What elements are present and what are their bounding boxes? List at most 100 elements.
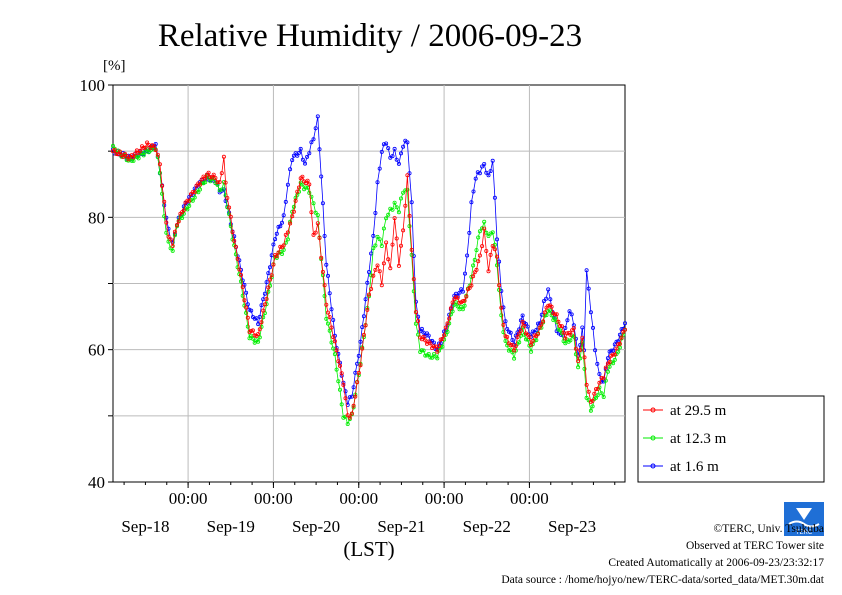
- data-point: [584, 382, 589, 387]
- data-point: [317, 235, 322, 240]
- data-point: [250, 336, 255, 341]
- data-point: [428, 355, 433, 360]
- data-point: [365, 307, 370, 312]
- data-point: [584, 268, 589, 273]
- data-point: [480, 164, 485, 169]
- data-point: [419, 348, 424, 353]
- legend-label: at 1.6 m: [670, 459, 719, 475]
- legend-swatch-marker: [650, 407, 656, 413]
- data-point: [411, 277, 416, 282]
- data-point: [256, 322, 261, 327]
- data-point: [324, 262, 329, 267]
- data-point: [529, 342, 534, 347]
- data-point: [250, 328, 255, 333]
- data-point: [492, 247, 497, 252]
- data-point: [563, 336, 568, 341]
- data-point: [462, 303, 467, 308]
- data-point: [539, 322, 544, 327]
- data-point: [401, 228, 406, 233]
- data-point: [141, 153, 146, 158]
- data-point: [281, 243, 286, 248]
- data-point: [313, 126, 318, 131]
- data-point: [573, 346, 578, 351]
- data-point: [623, 327, 628, 332]
- data-point: [586, 389, 591, 394]
- data-point: [515, 334, 520, 339]
- data-point: [345, 421, 350, 426]
- data-point: [126, 157, 131, 162]
- data-point: [319, 255, 324, 260]
- data-point: [565, 318, 570, 323]
- data-point: [168, 237, 173, 242]
- legend-swatch-marker: [650, 463, 656, 469]
- data-point: [386, 257, 391, 262]
- data-point: [445, 329, 450, 334]
- data-point: [244, 290, 249, 295]
- data-point: [228, 224, 233, 229]
- data-point: [381, 261, 386, 266]
- data-point: [536, 331, 541, 336]
- data-point: [293, 198, 298, 203]
- data-point: [290, 214, 295, 219]
- data-point: [307, 151, 312, 156]
- data-point: [315, 114, 320, 119]
- data-point: [157, 170, 162, 175]
- data-point: [325, 321, 330, 326]
- data-point: [599, 391, 604, 396]
- data-point: [573, 352, 578, 357]
- data-point: [166, 234, 171, 239]
- data-point: [421, 334, 426, 339]
- data-point: [221, 187, 226, 192]
- data-point: [180, 215, 185, 220]
- data-point: [455, 295, 460, 300]
- data-point: [419, 326, 424, 331]
- data-point: [593, 348, 598, 353]
- data-point: [482, 161, 487, 166]
- data-point: [245, 324, 250, 329]
- data-point: [254, 316, 259, 321]
- data-point: [497, 283, 502, 288]
- data-point: [327, 291, 332, 296]
- data-point: [264, 280, 269, 285]
- data-point: [605, 369, 610, 374]
- data-point: [405, 140, 410, 145]
- data-point: [343, 396, 348, 401]
- data-point: [494, 237, 499, 242]
- data-point: [274, 254, 279, 259]
- data-point: [386, 212, 391, 217]
- x-tick-time: 00:00: [510, 489, 549, 508]
- x-day-label: Sep-18: [121, 517, 169, 536]
- data-point: [512, 356, 517, 361]
- data-point: [482, 226, 487, 231]
- data-point: [361, 332, 366, 337]
- data-point: [269, 273, 274, 278]
- data-point: [546, 287, 551, 292]
- data-point: [435, 356, 440, 361]
- data-point: [355, 380, 360, 385]
- data-point: [285, 182, 290, 187]
- data-point: [211, 172, 216, 177]
- y-axis-label: [%]: [103, 58, 126, 74]
- data-point: [138, 148, 143, 153]
- data-point: [339, 371, 344, 376]
- data-point: [162, 199, 167, 204]
- data-point: [563, 325, 568, 330]
- data-point: [232, 238, 237, 243]
- data-point: [361, 314, 366, 319]
- data-point: [307, 182, 312, 187]
- data-point: [379, 243, 384, 248]
- data-point: [426, 351, 431, 356]
- data-point: [508, 343, 513, 348]
- data-point: [347, 415, 352, 420]
- data-point: [488, 169, 493, 174]
- data-point: [492, 195, 497, 200]
- data-point: [403, 188, 408, 193]
- data-point: [187, 203, 192, 208]
- data-point: [267, 265, 272, 270]
- data-point: [305, 178, 310, 183]
- data-point: [486, 173, 491, 178]
- data-point: [390, 242, 395, 247]
- data-point: [322, 233, 327, 238]
- legend: at 29.5 m at 12.3 m at 1.6 m: [637, 395, 825, 483]
